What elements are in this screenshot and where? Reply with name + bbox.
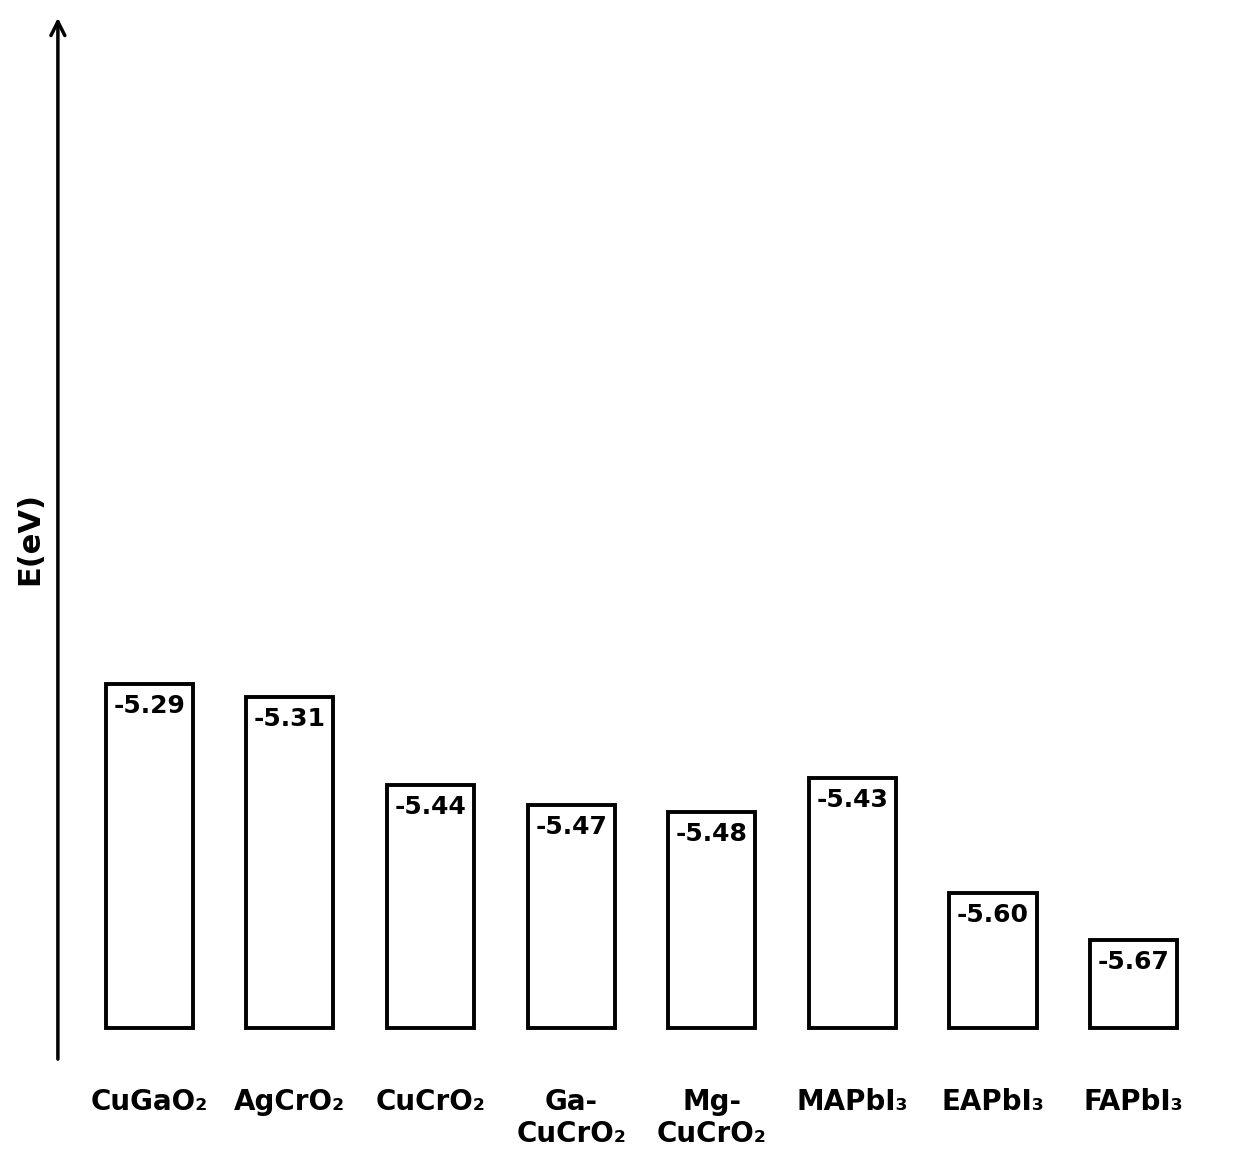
FancyBboxPatch shape bbox=[247, 697, 334, 1028]
Text: -5.31: -5.31 bbox=[254, 707, 326, 732]
Y-axis label: E(eV): E(eV) bbox=[15, 492, 43, 585]
Text: -5.43: -5.43 bbox=[816, 789, 888, 813]
FancyBboxPatch shape bbox=[1090, 941, 1177, 1028]
Text: -5.48: -5.48 bbox=[676, 822, 748, 847]
FancyBboxPatch shape bbox=[808, 778, 897, 1028]
Text: -5.29: -5.29 bbox=[113, 694, 185, 718]
FancyBboxPatch shape bbox=[105, 684, 193, 1028]
Text: -5.67: -5.67 bbox=[1097, 950, 1169, 975]
FancyBboxPatch shape bbox=[668, 812, 755, 1028]
Text: -5.47: -5.47 bbox=[536, 815, 608, 840]
FancyBboxPatch shape bbox=[527, 805, 615, 1028]
Text: -5.44: -5.44 bbox=[394, 795, 466, 819]
Text: -5.60: -5.60 bbox=[957, 904, 1029, 927]
FancyBboxPatch shape bbox=[387, 785, 474, 1028]
FancyBboxPatch shape bbox=[950, 893, 1037, 1028]
